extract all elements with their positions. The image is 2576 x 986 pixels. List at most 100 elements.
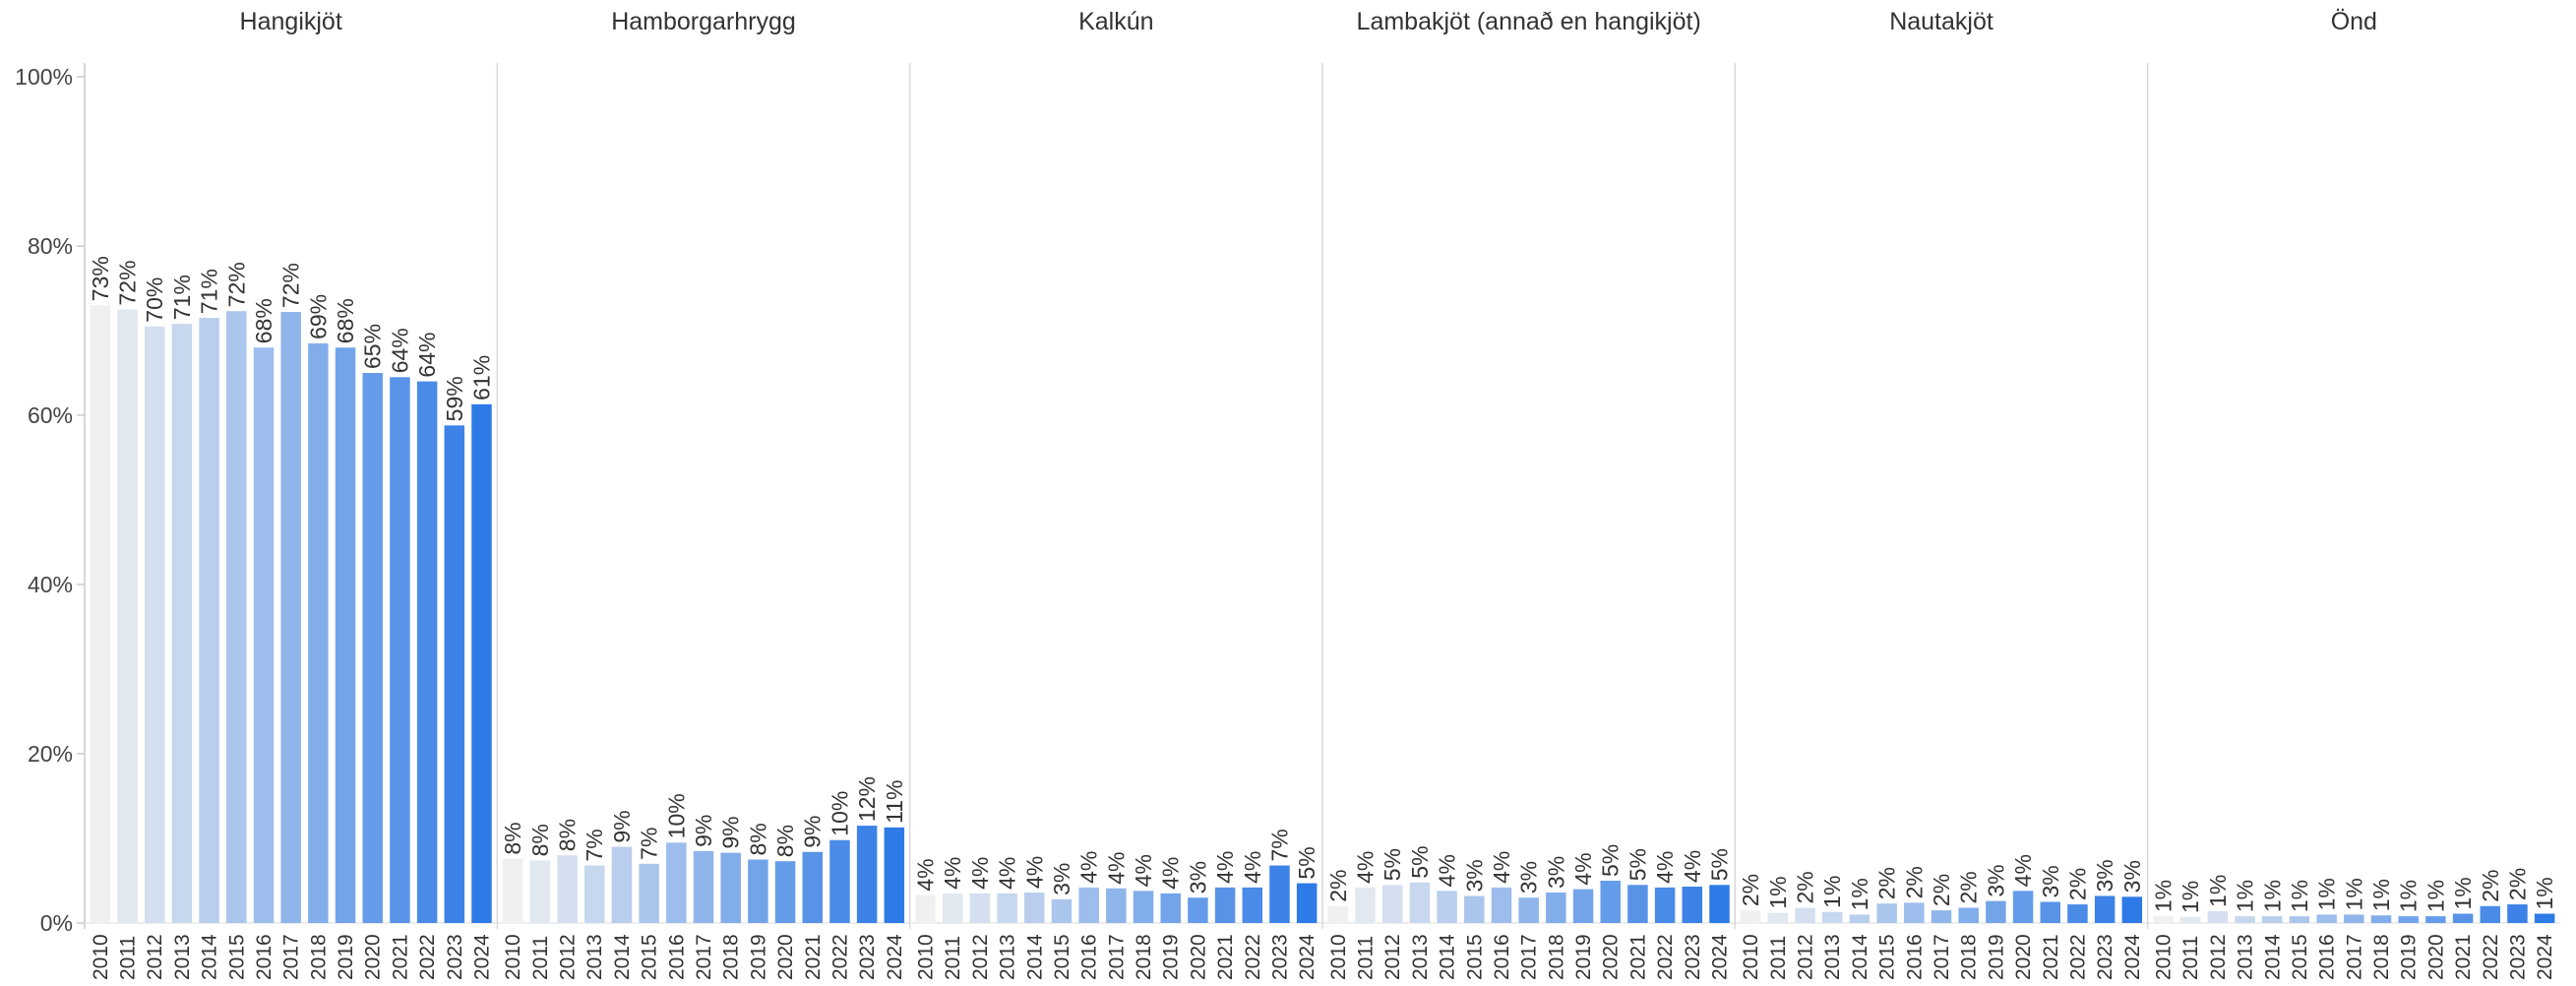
x-tick-label: 2023 bbox=[2506, 934, 2529, 980]
bar-value-label: 4% bbox=[1652, 851, 1678, 884]
bar-value-label: 9% bbox=[800, 816, 826, 848]
bar bbox=[2121, 896, 2143, 923]
x-tick-label: 2016 bbox=[1491, 934, 1513, 980]
bar bbox=[611, 846, 633, 923]
bar bbox=[416, 381, 438, 924]
bar-value-label: 72% bbox=[278, 263, 304, 308]
bar-value-label: 3% bbox=[2092, 859, 2117, 892]
x-tick-label: 2023 bbox=[444, 934, 466, 980]
x-tick-label: 2023 bbox=[1682, 934, 1704, 980]
x-tick-label: 2022 bbox=[828, 934, 851, 980]
bar-value-label: 2% bbox=[1793, 871, 1818, 903]
x-tick-label: 2011 bbox=[117, 936, 140, 980]
bar-value-label: 8% bbox=[555, 819, 581, 851]
bar bbox=[1024, 893, 1045, 923]
bar bbox=[2534, 913, 2555, 923]
x-tick-label: 2011 bbox=[2179, 936, 2202, 980]
x-tick-label: 2018 bbox=[1545, 934, 1567, 980]
bar bbox=[1546, 893, 1566, 923]
bar-value-label: 1% bbox=[1765, 876, 1791, 908]
bar bbox=[362, 373, 383, 923]
bar-value-label: 3% bbox=[2119, 860, 2145, 893]
bar-value-label: 4% bbox=[967, 857, 993, 890]
x-tick-label: 2013 bbox=[1821, 934, 1844, 980]
bar-value-label: 68% bbox=[333, 298, 358, 343]
x-tick-label: 2020 bbox=[774, 934, 797, 980]
bar bbox=[720, 852, 741, 923]
bar bbox=[529, 860, 551, 923]
bar bbox=[1106, 888, 1127, 923]
x-tick-label: 2024 bbox=[1296, 934, 1319, 980]
bar bbox=[884, 827, 905, 923]
x-tick-label: 2022 bbox=[2066, 934, 2089, 980]
x-tick-label: 2016 bbox=[1078, 934, 1101, 980]
bar bbox=[1600, 881, 1621, 923]
bar-value-label: 4% bbox=[1131, 854, 1156, 887]
bar-value-label: 2% bbox=[1325, 870, 1351, 902]
x-tick-label: 2023 bbox=[1268, 934, 1291, 980]
bar bbox=[1437, 891, 1457, 923]
bar-value-label: 2% bbox=[2504, 868, 2530, 900]
bar bbox=[1409, 882, 1431, 923]
bar bbox=[969, 893, 991, 923]
bar bbox=[1214, 887, 1236, 923]
bar-value-label: 69% bbox=[305, 294, 331, 339]
bar-value-label: 1% bbox=[2205, 875, 2231, 907]
bar-value-label: 2% bbox=[1738, 874, 1763, 906]
bar bbox=[308, 342, 329, 923]
x-tick-label: 2013 bbox=[171, 934, 194, 980]
bar-value-label: 2% bbox=[1929, 874, 1954, 906]
bar bbox=[997, 893, 1017, 923]
bar bbox=[1269, 865, 1290, 923]
bar bbox=[1709, 885, 1730, 923]
bar bbox=[1491, 887, 1512, 923]
bar bbox=[2040, 901, 2061, 923]
bar-value-label: 5% bbox=[1380, 848, 1405, 881]
x-tick-label: 2023 bbox=[2094, 934, 2116, 980]
x-tick-label: 2021 bbox=[2452, 934, 2475, 980]
x-tick-label: 2019 bbox=[1985, 934, 2007, 980]
panel-title: Kalkún bbox=[1078, 8, 1153, 35]
x-tick-label: 2010 bbox=[90, 934, 112, 980]
bar bbox=[2262, 916, 2283, 923]
bar-value-label: 1% bbox=[2396, 880, 2422, 912]
x-tick-label: 2011 bbox=[1767, 936, 1790, 980]
x-tick-label: 2021 bbox=[1626, 934, 1649, 980]
bar bbox=[856, 826, 878, 923]
x-tick-label: 2024 bbox=[2121, 934, 2144, 980]
bar bbox=[2012, 891, 2034, 923]
bar-value-label: 71% bbox=[169, 275, 195, 320]
bar-value-label: 4% bbox=[995, 857, 1020, 890]
bar-value-label: 71% bbox=[197, 269, 222, 314]
x-tick-label: 2015 bbox=[1463, 934, 1486, 980]
bar bbox=[1682, 887, 1703, 923]
x-tick-label: 2024 bbox=[470, 934, 493, 980]
bar bbox=[171, 324, 193, 923]
bar bbox=[444, 425, 465, 923]
x-tick-label: 2015 bbox=[639, 934, 661, 980]
x-tick-label: 2012 bbox=[1795, 934, 1817, 980]
bar-value-label: 4% bbox=[1680, 850, 1705, 883]
bar-value-label: 8% bbox=[527, 824, 553, 856]
bar bbox=[2235, 916, 2255, 923]
x-tick-label: 2019 bbox=[1572, 934, 1595, 980]
bar-value-label: 4% bbox=[913, 858, 939, 891]
bar bbox=[583, 865, 605, 923]
bar-value-label: 3% bbox=[1543, 856, 1568, 889]
x-tick-label: 2019 bbox=[1160, 934, 1183, 980]
x-tick-label: 2011 bbox=[942, 936, 964, 980]
bar-value-label: 1% bbox=[2177, 881, 2203, 913]
bar-value-label: 61% bbox=[468, 355, 494, 401]
bar-value-label: 9% bbox=[691, 815, 716, 847]
bar bbox=[1767, 912, 1789, 923]
x-tick-label: 2013 bbox=[1409, 934, 1432, 980]
bar bbox=[639, 863, 659, 923]
x-tick-label: 2014 bbox=[611, 934, 634, 980]
bar-value-label: 3% bbox=[1461, 859, 1487, 892]
bar bbox=[2289, 916, 2310, 923]
bar bbox=[2067, 904, 2088, 923]
bar-value-label: 5% bbox=[1407, 845, 1433, 878]
bar-value-label: 3% bbox=[1983, 864, 2008, 896]
bar-value-label: 4% bbox=[1103, 851, 1129, 884]
x-tick-label: 2010 bbox=[1740, 934, 1762, 980]
